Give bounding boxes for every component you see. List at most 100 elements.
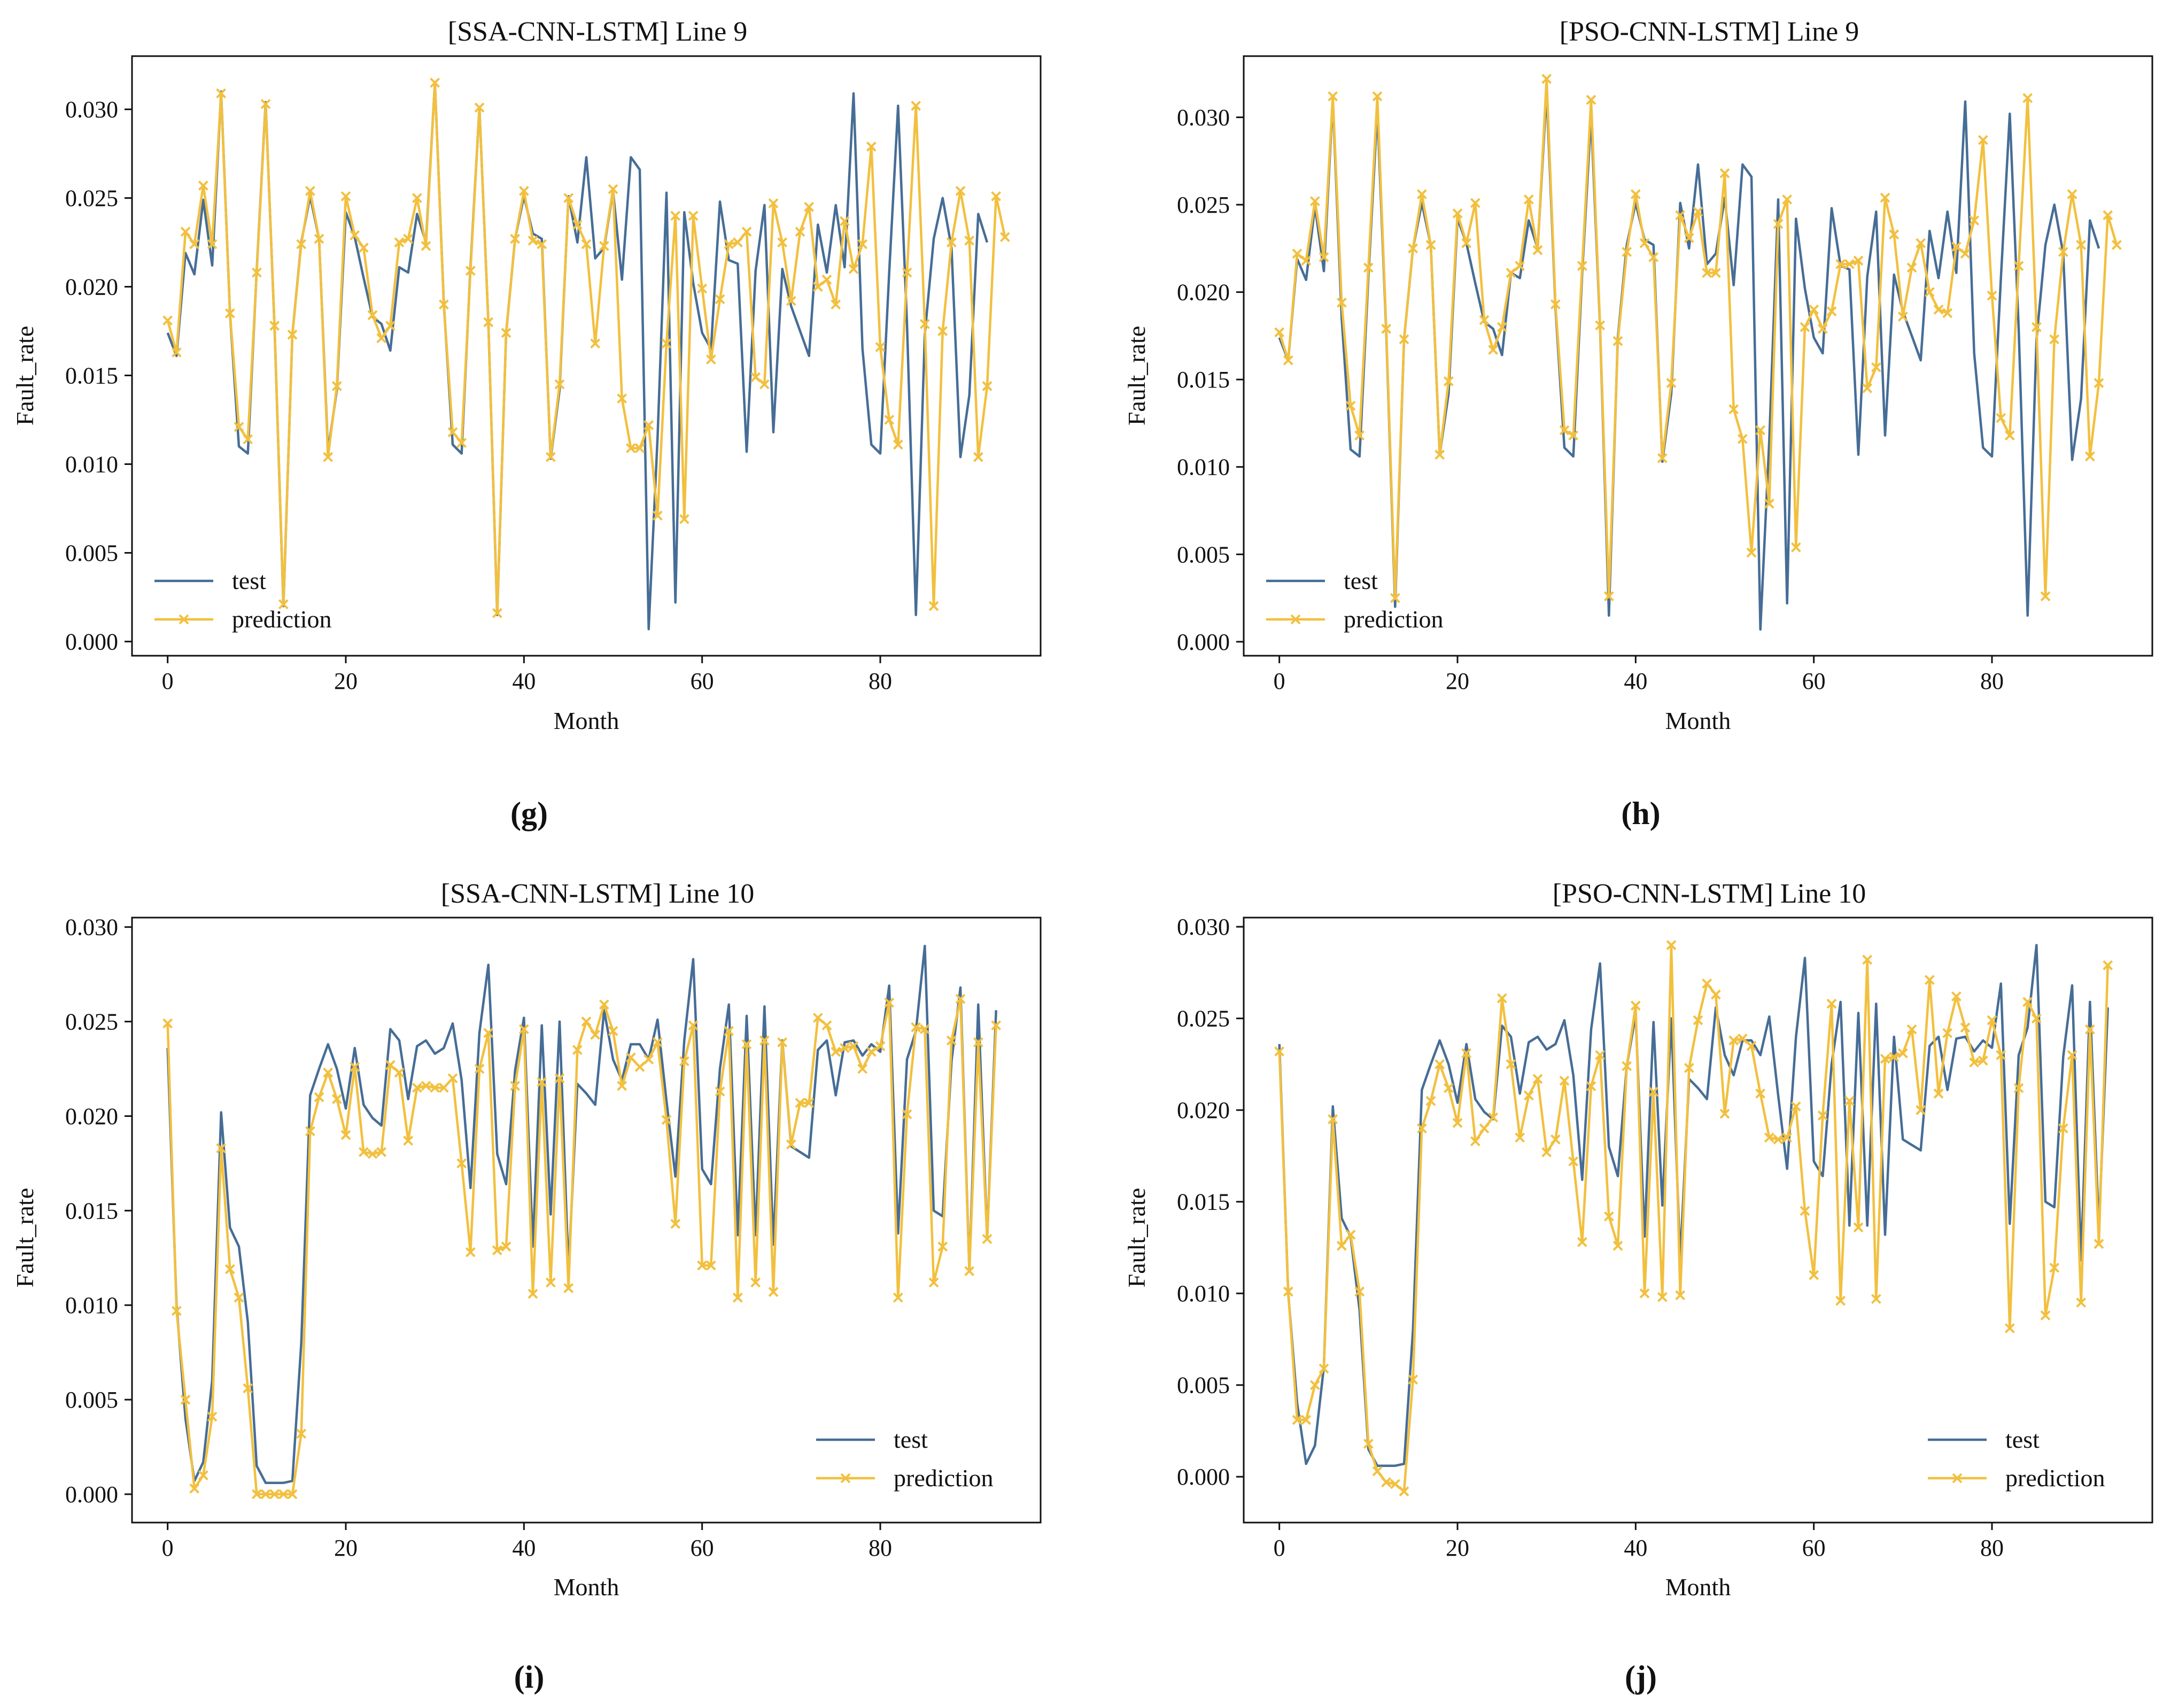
prediction-point xyxy=(786,296,796,306)
prediction-point xyxy=(1639,238,1650,249)
prediction-point xyxy=(385,321,396,331)
prediction-point xyxy=(1506,1059,1516,1069)
prediction-point xyxy=(198,1470,208,1480)
prediction-point xyxy=(848,263,859,274)
prediction-point xyxy=(1666,378,1677,389)
prediction-point xyxy=(1657,1292,1668,1302)
prediction-point xyxy=(421,240,431,251)
prediction-point xyxy=(964,1266,975,1276)
prediction-point xyxy=(724,239,734,250)
series-line-prediction xyxy=(166,997,997,1496)
prediction-point xyxy=(1497,993,1507,1004)
panel-label: (g) xyxy=(510,796,548,831)
prediction-point xyxy=(599,999,609,1010)
prediction-point xyxy=(1844,1096,1855,1106)
prediction-point xyxy=(991,1020,1002,1031)
prediction-point xyxy=(1853,255,1864,266)
prediction-point xyxy=(1603,591,1614,602)
prediction-point xyxy=(331,1094,342,1105)
prediction-point xyxy=(554,1073,565,1084)
prediction-point xyxy=(438,1082,449,1093)
prediction-point xyxy=(821,1020,832,1031)
prediction-point xyxy=(902,267,912,278)
prediction-point xyxy=(1719,168,1730,178)
prediction-point xyxy=(2111,239,2122,250)
series-line-test xyxy=(166,944,997,1484)
prediction-point xyxy=(795,227,805,237)
prediction-point xyxy=(2076,1297,2087,1308)
prediction-point xyxy=(1425,1096,1436,1106)
panel-label: (i) xyxy=(514,1659,545,1695)
prediction-point xyxy=(305,185,315,196)
y-axis-label: Fault_rate xyxy=(1123,1188,1150,1288)
prediction-point xyxy=(581,1016,592,1027)
prediction-point xyxy=(599,240,609,251)
prediction-point xyxy=(1523,194,1534,205)
prediction-point xyxy=(2049,1262,2060,1273)
prediction-point xyxy=(385,1060,396,1070)
prediction-point xyxy=(1826,306,1837,317)
prediction-point xyxy=(572,1045,583,1055)
y-tick-label: 0.010 xyxy=(65,1292,118,1318)
legend: test prediction xyxy=(154,567,332,633)
prediction-point xyxy=(1746,1041,1757,1051)
prediction-point xyxy=(1684,1062,1694,1073)
prediction-point xyxy=(768,1287,779,1297)
prediction-point xyxy=(1309,196,1320,206)
prediction-point xyxy=(804,1098,815,1108)
chart-panel-i: [SSA-CNN-LSTM] Line 10 0 20 40 60 80 0.000 0.0… xyxy=(11,879,1042,1695)
x-tick-label: 20 xyxy=(334,1535,358,1561)
prediction-point xyxy=(1737,433,1748,444)
y-tick-label: 0.015 xyxy=(65,363,118,389)
prediction-point xyxy=(1443,1083,1454,1093)
prediction-point xyxy=(287,329,298,340)
y-tick-label: 0.000 xyxy=(65,628,118,655)
prediction-point xyxy=(1292,1415,1303,1425)
prediction-point xyxy=(1452,208,1463,219)
y-axis-label: Fault_rate xyxy=(11,326,38,426)
prediction-point xyxy=(1996,413,2006,423)
prediction-point xyxy=(1603,1211,1614,1222)
x-tick-label: 80 xyxy=(1980,1535,2004,1561)
prediction-point xyxy=(1363,1439,1374,1449)
axes-frame xyxy=(1243,55,2153,657)
prediction-point xyxy=(224,308,235,319)
prediction-point xyxy=(937,326,948,336)
prediction-point xyxy=(706,1260,716,1271)
prediction-point xyxy=(269,321,280,331)
prediction-point xyxy=(2031,1013,2042,1024)
y-tick-label: 0.025 xyxy=(1177,192,1230,218)
legend: test prediction xyxy=(816,1426,994,1492)
prediction-point xyxy=(1960,249,1971,259)
prediction-point xyxy=(857,1063,868,1074)
prediction-point xyxy=(857,239,868,250)
prediction-point xyxy=(644,420,654,430)
prediction-point xyxy=(1969,1057,1980,1068)
prediction-point xyxy=(1550,299,1561,309)
prediction-point xyxy=(661,338,672,349)
prediction-point xyxy=(394,237,405,247)
prediction-point xyxy=(171,1306,182,1316)
y-tick-label: 0.030 xyxy=(1177,104,1230,130)
prediction-point xyxy=(1381,1477,1392,1487)
prediction-point xyxy=(644,1054,654,1065)
prediction-point xyxy=(2022,93,2033,103)
x-tick-label: 20 xyxy=(1446,1535,1469,1561)
prediction-point xyxy=(1764,498,1774,509)
prediction-point xyxy=(1336,1240,1347,1251)
prediction-point xyxy=(483,1028,494,1038)
prediction-point xyxy=(2013,261,2024,271)
prediction-point xyxy=(1809,304,1819,315)
prediction-point xyxy=(821,274,832,285)
axes-frame xyxy=(1243,917,2153,1524)
prediction-point xyxy=(1862,954,1873,965)
prediction-point xyxy=(982,381,993,391)
prediction-point xyxy=(1942,1028,1953,1038)
prediction-point xyxy=(919,1024,930,1035)
prediction-point xyxy=(278,599,289,610)
prediction-point xyxy=(1746,547,1757,558)
prediction-point xyxy=(1443,376,1454,386)
prediction-point xyxy=(1461,238,1472,249)
prediction-point xyxy=(919,319,930,329)
prediction-point xyxy=(1515,1132,1525,1143)
